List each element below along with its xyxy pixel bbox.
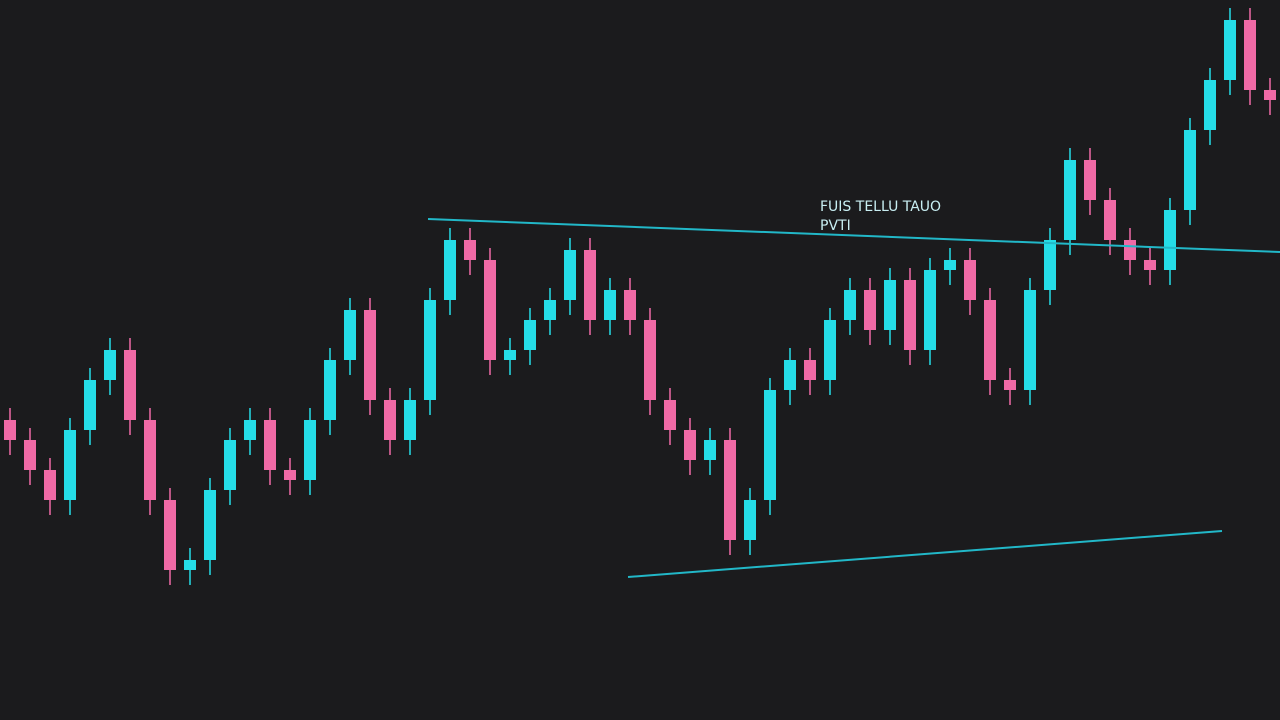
candle-body [1224,20,1236,80]
candle-body [144,420,156,500]
candle-body [704,440,716,460]
candle-body [1144,260,1156,270]
candle-body [324,360,336,420]
candle-body [484,260,496,360]
candle-body [724,440,736,540]
annotation: PVTI [820,218,851,234]
candle-body [24,440,36,470]
candle-body [424,300,436,400]
annotation: FUIS TELLU TAUO [820,199,941,215]
candle-body [304,420,316,480]
candle-body [784,360,796,390]
candle-body [224,440,236,490]
candle-body [524,320,536,350]
candle-body [1124,240,1136,260]
candle-body [844,290,856,320]
candle-body [944,260,956,270]
candle-body [1164,210,1176,270]
candle-body [804,360,816,380]
candle-body [684,430,696,460]
candle-body [64,430,76,500]
candle-body [264,420,276,470]
candle-body [44,470,56,500]
candle-body [344,310,356,360]
candle-body [664,400,676,430]
candle-body [924,270,936,350]
candle-body [1244,20,1256,90]
candle-body [204,490,216,560]
candle-body [364,310,376,400]
candle-body [864,290,876,330]
candle-body [104,350,116,380]
candle-body [1264,90,1276,100]
candle-body [904,280,916,350]
candle-body [4,420,16,440]
candle-body [584,250,596,320]
candle-body [244,420,256,440]
candle-body [1104,200,1116,240]
candle-body [884,280,896,330]
candle-body [764,390,776,500]
trendline [627,530,1223,578]
candle-body [1044,240,1056,290]
candle-body [1184,130,1196,210]
candle-body [744,500,756,540]
candle-body [644,320,656,400]
candle-body [464,240,476,260]
candle-body [164,500,176,570]
trendline [427,218,1280,253]
candle-body [824,320,836,380]
candle-body [564,250,576,300]
candle-body [964,260,976,300]
candle-body [624,290,636,320]
candle-body [404,400,416,440]
candle-body [1024,290,1036,390]
candle-body [1204,80,1216,130]
candle-body [604,290,616,320]
candle-body [984,300,996,380]
candle-body [504,350,516,360]
candle-body [444,240,456,300]
candle-body [1004,380,1016,390]
candle-body [384,400,396,440]
candle-body [544,300,556,320]
candle-body [84,380,96,430]
candle-body [124,350,136,420]
candle-body [1084,160,1096,200]
candle-body [1064,160,1076,240]
candle-body [184,560,196,570]
candle-body [284,470,296,480]
